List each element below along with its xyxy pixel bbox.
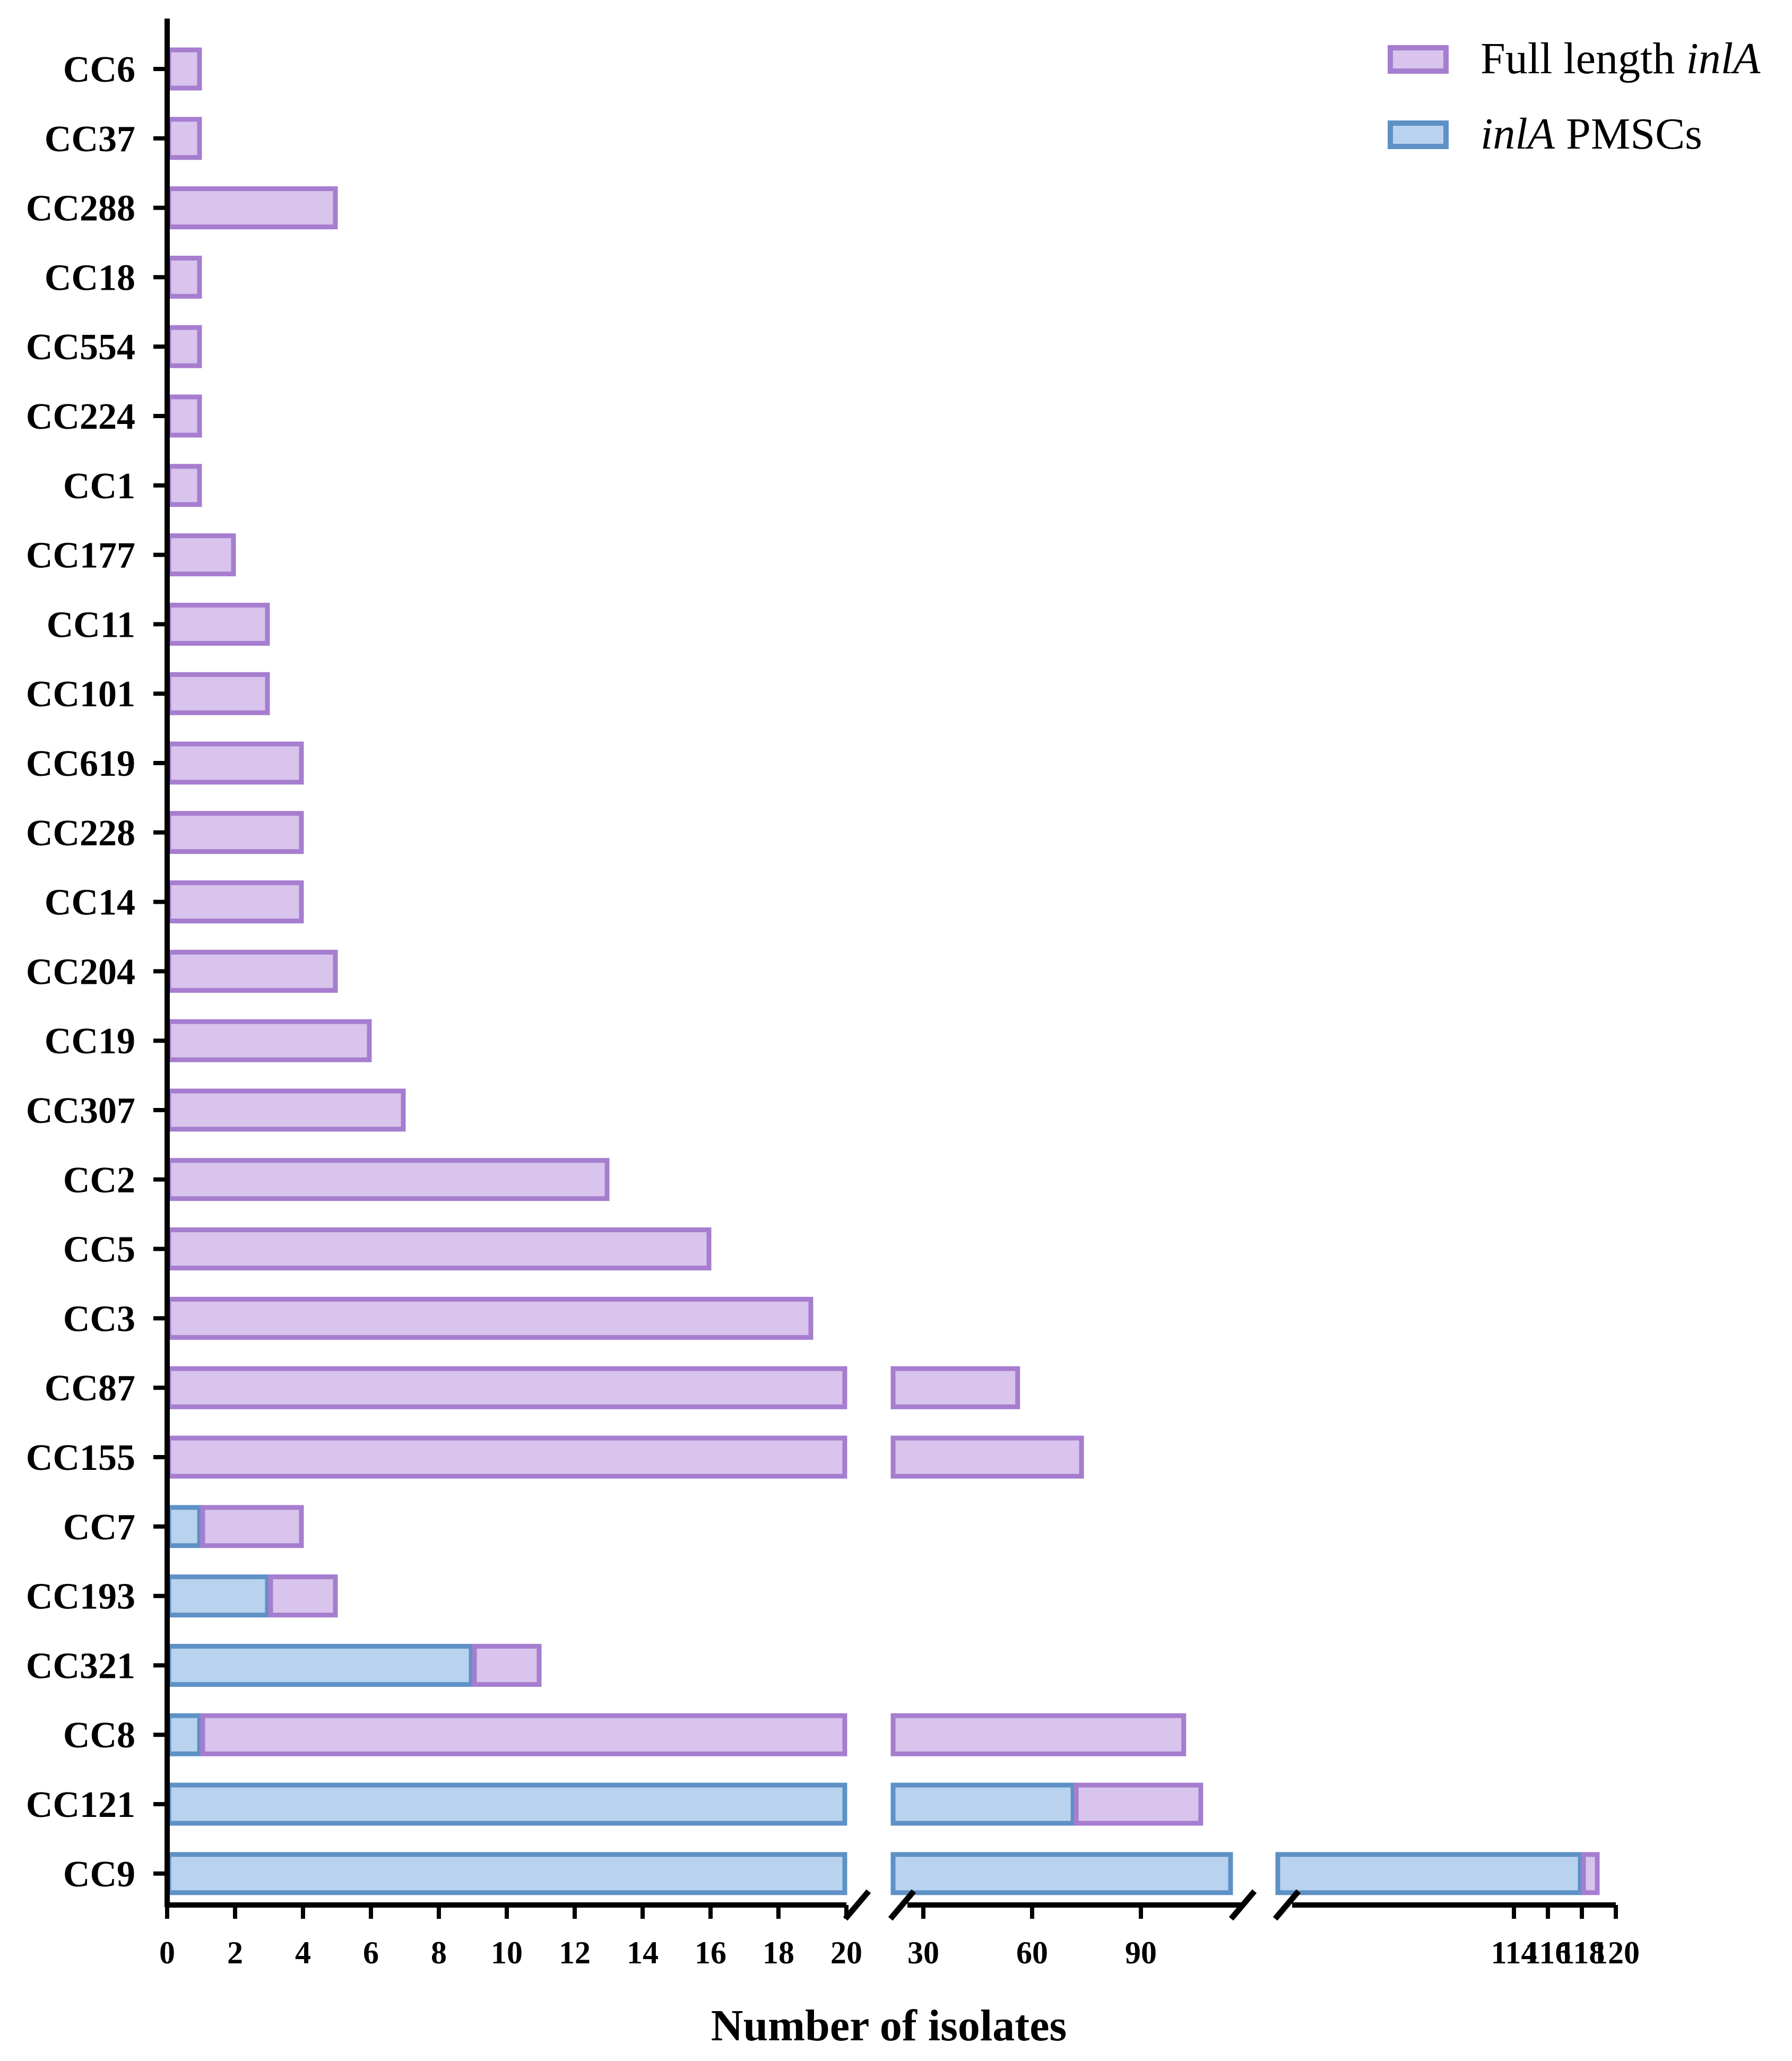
category-label-cc193: CC193 — [26, 1577, 135, 1617]
legend-label-1: Full length inlA — [1481, 34, 1761, 83]
bar-full-cc228 — [166, 811, 304, 854]
x-tick-label-90: 90 — [1125, 1935, 1157, 1970]
category-label-cc9: CC9 — [63, 1854, 135, 1895]
category-label-cc7: CC7 — [63, 1507, 135, 1548]
bar-full-cc204 — [166, 949, 338, 993]
category-label-cc554: CC554 — [26, 327, 135, 368]
bar-full-cc2 — [166, 1158, 610, 1201]
bar-full-cc155 — [890, 1435, 1084, 1479]
category-label-cc121: CC121 — [26, 1785, 135, 1825]
bar-pmsc-cc7 — [166, 1505, 202, 1548]
bar-full-cc101 — [166, 672, 270, 715]
bar-pmsc-cc9 — [166, 1852, 847, 1895]
x-tick-label-60: 60 — [1016, 1935, 1048, 1970]
axis-break-mark-4 — [1272, 1889, 1301, 1921]
bar-pmsc-cc9 — [1275, 1852, 1583, 1895]
bar-full-cc121 — [1074, 1782, 1204, 1826]
bar-full-cc5 — [166, 1227, 712, 1271]
category-label-cc87: CC87 — [45, 1368, 135, 1409]
bar-full-cc37 — [166, 117, 202, 160]
category-label-cc11: CC11 — [47, 604, 135, 645]
x-tick-label-8: 8 — [431, 1935, 447, 1970]
axis-break-mark-3 — [1228, 1889, 1257, 1921]
legend-swatch-2 — [1388, 120, 1449, 149]
category-label-cc1: CC1 — [63, 466, 135, 507]
x-tick-label-0: 0 — [159, 1935, 175, 1970]
bar-pmsc-cc321 — [166, 1643, 474, 1687]
bar-full-cc177 — [166, 533, 236, 577]
category-label-cc288: CC288 — [26, 188, 135, 229]
x-tick-label-20: 20 — [830, 1935, 862, 1970]
bar-full-cc3 — [166, 1296, 813, 1340]
x-tick-label-10: 10 — [491, 1935, 523, 1970]
x-tick-label-30: 30 — [907, 1935, 939, 1970]
bar-full-cc554 — [166, 325, 202, 368]
bar-full-cc8 — [890, 1713, 1187, 1756]
x-tick-label-118: 118 — [1559, 1935, 1605, 1970]
category-label-cc321: CC321 — [26, 1646, 135, 1686]
bar-full-cc87 — [166, 1366, 847, 1409]
x-tick-label-4: 4 — [295, 1935, 311, 1970]
x-tick-label-12: 12 — [559, 1935, 591, 1970]
bar-pmsc-cc121 — [890, 1782, 1076, 1826]
bar-full-cc619 — [166, 741, 304, 785]
bar-full-cc87 — [890, 1366, 1020, 1409]
x-tick-label-16: 16 — [695, 1935, 726, 1970]
x-tick-label-120: 120 — [1592, 1935, 1640, 1970]
x-tick-label-18: 18 — [763, 1935, 794, 1970]
category-label-cc8: CC8 — [63, 1715, 135, 1756]
bar-full-cc307 — [166, 1088, 406, 1132]
bar-full-cc8 — [200, 1713, 847, 1756]
category-label-cc14: CC14 — [45, 882, 135, 923]
category-label-cc224: CC224 — [26, 396, 135, 437]
category-label-cc5: CC5 — [63, 1229, 135, 1270]
bar-pmsc-cc193 — [166, 1574, 270, 1618]
axis-break-mark-2 — [888, 1889, 916, 1921]
bar-full-cc224 — [166, 394, 202, 438]
bar-full-cc11 — [166, 602, 270, 646]
x-tick-label-2: 2 — [227, 1935, 243, 1970]
x-tick-label-116: 116 — [1525, 1935, 1571, 1970]
category-label-cc204: CC204 — [26, 951, 135, 992]
bar-full-cc321 — [472, 1643, 542, 1687]
x-tick-label-6: 6 — [363, 1935, 379, 1970]
category-label-cc228: CC228 — [26, 813, 135, 854]
category-label-cc19: CC19 — [45, 1021, 135, 1062]
category-label-cc2: CC2 — [63, 1160, 135, 1201]
bar-full-cc1 — [166, 464, 202, 507]
bar-full-cc7 — [200, 1505, 304, 1548]
bar-full-cc19 — [166, 1019, 372, 1062]
legend-swatch-1 — [1388, 45, 1449, 74]
bar-full-cc193 — [268, 1574, 338, 1618]
x-tick-label-114: 114 — [1491, 1935, 1537, 1970]
category-label-cc177: CC177 — [26, 535, 135, 576]
bar-full-cc155 — [166, 1435, 847, 1479]
category-label-cc18: CC18 — [45, 257, 135, 298]
category-label-cc6: CC6 — [63, 49, 135, 90]
category-label-cc307: CC307 — [26, 1090, 135, 1131]
category-label-cc37: CC37 — [45, 119, 135, 160]
bar-full-cc14 — [166, 880, 304, 924]
axes-group: CC6CC37CC288CC18CC554CC224CC1CC177CC11CC… — [26, 19, 1640, 2050]
bar-full-cc6 — [166, 47, 202, 91]
category-label-cc155: CC155 — [26, 1437, 135, 1478]
x-tick-label-14: 14 — [627, 1935, 659, 1970]
category-label-cc619: CC619 — [26, 743, 135, 784]
category-label-cc3: CC3 — [63, 1298, 135, 1339]
bar-pmsc-cc121 — [166, 1782, 847, 1826]
legend: Full length inlA inlA PMSCs — [1388, 34, 1761, 159]
bar-full-cc288 — [166, 186, 338, 230]
bar-pmsc-cc9 — [890, 1852, 1233, 1895]
bar-full-cc9 — [1581, 1852, 1600, 1895]
category-label-cc101: CC101 — [26, 674, 135, 715]
x-axis-title: Number of isolates — [711, 2001, 1067, 2050]
axis-break-mark-1 — [843, 1889, 871, 1921]
bars-group — [166, 47, 1600, 1895]
bar-full-cc18 — [166, 255, 202, 299]
bar-pmsc-cc8 — [166, 1713, 202, 1756]
legend-label-2: inlA PMSCs — [1481, 109, 1702, 159]
